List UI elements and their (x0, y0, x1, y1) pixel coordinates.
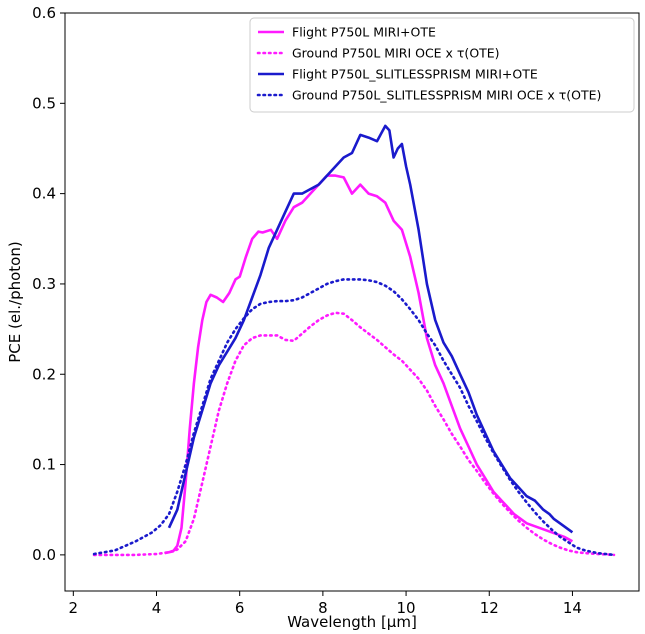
legend-label-2: Ground P750L MIRI OCE x τ(OTE) (292, 46, 500, 61)
x-axis-label: Wavelength [µm] (287, 613, 417, 631)
x-tick-label: 6 (235, 599, 245, 617)
x-tick-label: 4 (152, 599, 162, 617)
y-axis-label: PCE (el./photon) (6, 241, 24, 362)
x-tick-label: 12 (480, 599, 499, 617)
legend-label-4: Ground P750L_SLITLESSPRISM MIRI OCE x τ(… (292, 88, 601, 103)
plot-frame (64, 12, 640, 592)
y-tick-label: 0.4 (32, 185, 56, 203)
legend-label-3: Flight P750L_SLITLESSPRISM MIRI+OTE (292, 67, 538, 82)
legend-box (249, 17, 635, 113)
y-tick-label: 0.2 (32, 365, 56, 383)
legend-label-1: Flight P750L MIRI+OTE (292, 25, 436, 40)
series-line-4 (92, 278, 616, 557)
y-tick-label: 0.6 (32, 4, 56, 22)
y-tick-label: 0.1 (32, 456, 56, 474)
series-line-3 (167, 124, 574, 534)
x-tick-label: 2 (69, 599, 79, 617)
x-tick-label: 10 (397, 599, 416, 617)
y-tick-label: 0.3 (32, 275, 56, 293)
y-tick-label: 0.0 (32, 546, 56, 564)
axes-layer: 2 4 6 8 10 12 14 0.0 0.1 0.2 0.3 0.4 0.5 0.6 (32, 4, 582, 617)
x-tick-label: 14 (563, 599, 582, 617)
y-tick-label: 0.5 (32, 94, 56, 112)
legend: Flight P750L MIRI+OTE Ground P750L MIRI O… (249, 17, 635, 113)
series-line-2 (92, 311, 616, 557)
series-layer (92, 124, 616, 557)
x-tick-label: 8 (318, 599, 328, 617)
series-line-1 (164, 174, 574, 555)
